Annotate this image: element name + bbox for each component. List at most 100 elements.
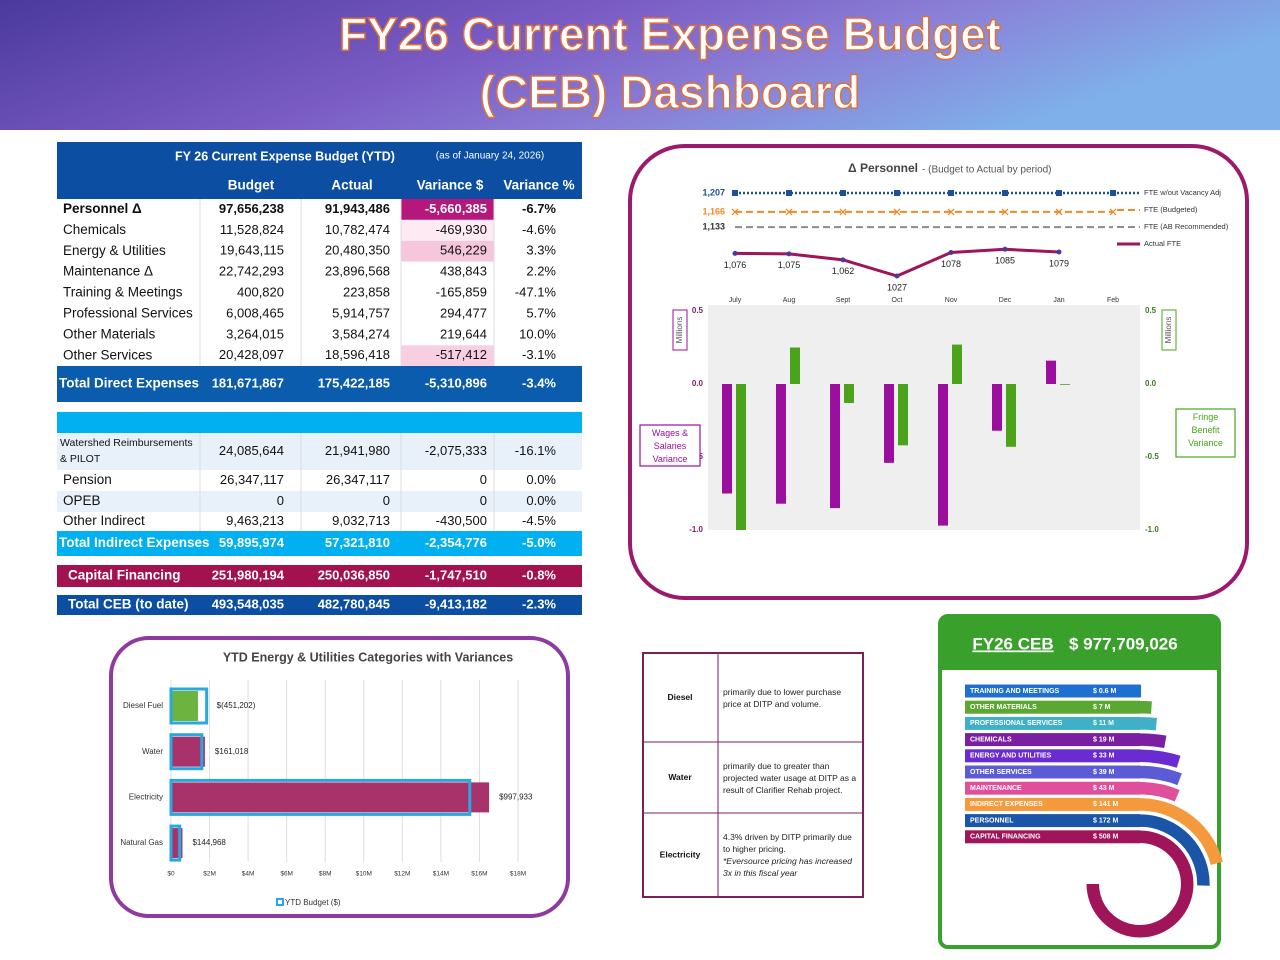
bar <box>169 687 209 725</box>
radial-bar <box>1139 717 1157 731</box>
cell: 0.0% <box>526 493 556 508</box>
data-label: 1,062 <box>832 266 855 276</box>
notes-frame <box>642 652 864 898</box>
variance-cell <box>401 199 494 220</box>
bar <box>790 347 800 384</box>
value-label: $ 141 M <box>1093 801 1118 808</box>
table-header-bg <box>57 142 582 199</box>
note-body: primarily due to greater than projected … <box>723 760 857 795</box>
x-tick-label: $10M <box>356 871 372 878</box>
cell: -5,660,385 <box>425 201 487 216</box>
cell: 0 <box>383 493 390 508</box>
marker <box>785 208 793 216</box>
table-title: FY 26 Current Expense Budget (YTD) <box>175 149 395 163</box>
value-label: $ 11 M <box>1093 720 1114 727</box>
marker <box>731 208 739 216</box>
chart-title: Δ Personnel <box>848 161 918 175</box>
ceb-frame <box>938 614 1221 949</box>
y2-tick-label: 0.0 <box>1145 379 1157 388</box>
x-tick-label: Oct <box>892 297 903 304</box>
cell: -0.8% <box>522 567 556 582</box>
label-bar <box>965 765 1140 779</box>
cell: 5.7% <box>526 305 556 320</box>
data-label: 1,133 <box>702 221 725 231</box>
category-label: ENERGY AND UTILITIES <box>970 753 1052 760</box>
legend-label: Actual FTE <box>1144 239 1181 248</box>
data-label: $997,933 <box>499 793 533 802</box>
header-bg <box>0 0 1280 130</box>
value-label: $ 43 M <box>1093 785 1115 792</box>
bar <box>1046 360 1056 384</box>
label-bar <box>965 700 1140 714</box>
category-label: PROFESSIONAL SERVICES <box>970 720 1063 727</box>
y2-tick-label: -1.0 <box>1145 525 1159 534</box>
ceb-title: FY26 CEB <box>972 634 1053 653</box>
category-label: INDIRECT EXPENSES <box>970 801 1043 808</box>
cell: 21,941,980 <box>325 443 390 458</box>
marker <box>894 273 900 279</box>
x-tick-label: $0 <box>167 871 175 878</box>
bar <box>722 384 732 494</box>
bar <box>171 782 490 813</box>
cell: -430,500 <box>436 513 487 528</box>
label-bar <box>965 830 1140 844</box>
x-tick-label: Aug <box>783 297 796 304</box>
data-label: $161,018 <box>215 747 249 756</box>
marker <box>948 249 954 255</box>
legend-label: FTE (AB Recommended) <box>1144 222 1229 231</box>
cell: 400,820 <box>237 284 284 299</box>
x-tick-label: $18M <box>510 871 526 878</box>
row-bg <box>57 595 582 615</box>
cell: -469,930 <box>436 222 487 237</box>
value-label: $ 19 M <box>1093 736 1115 743</box>
title-line: FY26 Current Expense Budget <box>339 8 1001 60</box>
row-bg <box>57 366 582 402</box>
note-text-box: primarily due to lower purchase price at… <box>723 687 841 709</box>
x-tick-label: July <box>729 297 742 304</box>
row-label: Chemicals <box>63 222 126 237</box>
cell: 175,422,185 <box>318 375 390 390</box>
value-label: $ 33 M <box>1093 753 1115 760</box>
category-label: PERSONNEL <box>970 817 1014 824</box>
data-label: 1,075 <box>778 260 801 270</box>
cell: 493,548,035 <box>212 596 284 611</box>
marker <box>1056 249 1062 255</box>
cell: 294,477 <box>440 305 487 320</box>
cell: -4.5% <box>522 513 556 528</box>
plot-bg <box>708 305 1140 530</box>
data-label: 1027 <box>887 282 907 292</box>
ceb-header-bg <box>942 618 1217 670</box>
cell: 3,584,274 <box>332 326 390 341</box>
marker <box>1001 208 1009 216</box>
radial-bar <box>1139 814 1210 886</box>
row-label: Other Materials <box>63 326 156 341</box>
y2-axis-label: Millions <box>1164 317 1173 344</box>
y-tick-label: 0.5 <box>692 306 704 315</box>
cell: -47.1% <box>515 284 557 299</box>
y2label-box <box>1161 309 1177 351</box>
x-tick-label: Feb <box>1107 297 1119 304</box>
y2-tick-label: -0.5 <box>1145 452 1159 461</box>
label-bar <box>965 733 1140 747</box>
note-label: Diesel <box>667 692 692 702</box>
cell: 250,036,850 <box>318 567 390 582</box>
cell: 0.0% <box>526 472 556 487</box>
x-tick-label: $12M <box>394 871 410 878</box>
legend-box <box>1175 408 1236 458</box>
row-bg <box>57 219 582 241</box>
cell: -5.0% <box>522 535 556 550</box>
column-header: Budget <box>228 178 275 193</box>
column-header: Variance $ <box>417 178 484 193</box>
ceb-total: $ 977,709,026 <box>1069 634 1178 653</box>
bar <box>844 384 854 403</box>
legend-label-box: Fringe Benefit Variance <box>1188 412 1223 448</box>
x-tick-label: Nov <box>945 297 958 304</box>
marker <box>1055 208 1063 216</box>
cell: 10.0% <box>519 326 556 341</box>
bar <box>938 384 948 526</box>
row-bg <box>57 491 582 512</box>
cell: 97,656,238 <box>219 201 284 216</box>
row-bg <box>57 512 582 531</box>
bar <box>169 824 182 862</box>
data-label: 1079 <box>1049 258 1069 268</box>
